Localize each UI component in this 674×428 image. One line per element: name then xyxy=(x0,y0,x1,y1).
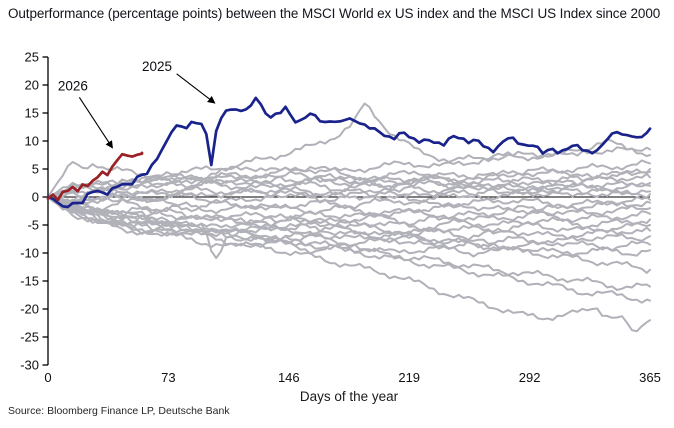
series-history-21 xyxy=(47,196,651,274)
series-history-9 xyxy=(47,185,651,205)
x-tick-label: 73 xyxy=(161,370,175,385)
y-tick-label: -5 xyxy=(27,218,39,233)
y-tick-label: -15 xyxy=(20,274,39,289)
series-history-12 xyxy=(47,196,651,216)
series-history-18 xyxy=(47,196,651,249)
x-tick-label: 146 xyxy=(278,370,300,385)
source-note: Source: Bloomberg Finance LP, Deutsche B… xyxy=(8,405,230,417)
series-history-20 xyxy=(47,196,651,258)
series-history-10 xyxy=(47,187,651,204)
y-tick-label: -20 xyxy=(20,302,39,317)
x-tick-label: 0 xyxy=(44,370,51,385)
series-history-6 xyxy=(47,165,651,198)
series-2025 xyxy=(46,96,652,209)
annotation-arrow-2026 xyxy=(78,97,113,149)
annotation-label-2025: 2025 xyxy=(142,59,172,74)
chart-title: Outperformance (percentage points) betwe… xyxy=(8,6,661,21)
y-tick-label: 0 xyxy=(32,190,39,205)
y-tick-label: -30 xyxy=(20,358,39,373)
annotation-arrow-2025 xyxy=(176,73,216,104)
series-2026 xyxy=(46,151,144,202)
y-tick-label: 15 xyxy=(25,106,39,121)
y-tick-label: 5 xyxy=(32,162,39,177)
y-tick-label: 25 xyxy=(25,50,39,65)
y-tick-label: 20 xyxy=(25,78,39,93)
y-tick-label: -25 xyxy=(20,330,39,345)
series-history-23 xyxy=(47,196,651,304)
annotation-label-2026: 2026 xyxy=(58,79,88,94)
x-tick-label: 365 xyxy=(639,370,661,385)
series-history-24 xyxy=(47,196,651,333)
x-tick-label: 292 xyxy=(519,370,541,385)
x-axis-title: Days of the year xyxy=(300,389,399,404)
y-tick-label: 10 xyxy=(25,134,39,149)
series-history-8 xyxy=(47,176,651,198)
series-history-17 xyxy=(47,196,651,241)
x-tick-label: 219 xyxy=(398,370,420,385)
y-tick-label: -10 xyxy=(20,246,39,261)
